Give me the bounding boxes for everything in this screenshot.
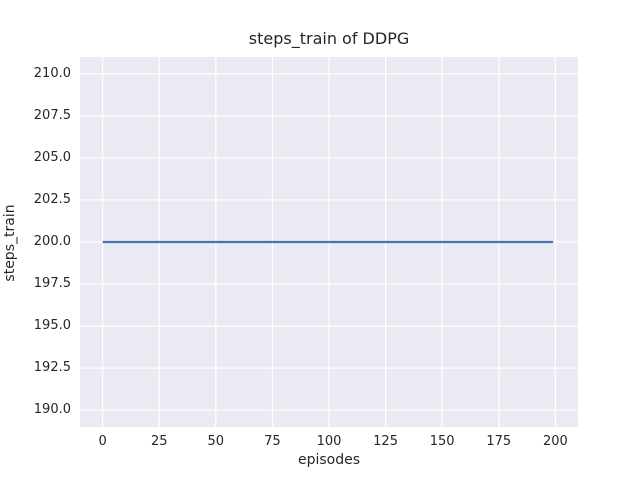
- y-tick-label: 197.5: [33, 276, 71, 292]
- y-tick-label: 190.0: [33, 402, 71, 418]
- y-tick-label: 192.5: [33, 360, 71, 376]
- y-tick-label: 210.0: [33, 65, 71, 81]
- y-axis-label: steps_train: [2, 204, 18, 282]
- y-tick-label: 202.5: [33, 191, 71, 207]
- y-tick-label: 200.0: [33, 234, 71, 249]
- y-tick-label: 207.5: [33, 107, 71, 123]
- y-tick-label: 205.0: [33, 149, 71, 165]
- x-tick-label: 125: [373, 434, 398, 449]
- plot-canvas: [80, 57, 578, 427]
- x-tick-label: 25: [150, 434, 168, 449]
- x-axis-label: episodes: [297, 452, 361, 468]
- chart-title: steps_train of DDPG: [248, 29, 410, 48]
- x-tick-label: 50: [207, 434, 225, 449]
- x-tick-label: 0: [98, 434, 107, 449]
- x-tick-label: 175: [486, 434, 512, 449]
- x-tick-label: 200: [542, 434, 568, 449]
- x-tick-label: 100: [316, 434, 342, 449]
- plot-area: [80, 57, 578, 427]
- x-tick-label: 150: [429, 434, 455, 449]
- x-tick-label: 75: [264, 434, 281, 449]
- y-tick-label: 195.0: [33, 318, 71, 334]
